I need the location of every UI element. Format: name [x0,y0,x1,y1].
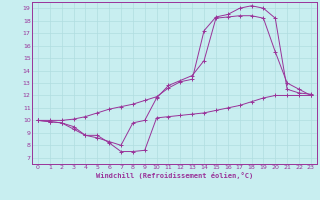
X-axis label: Windchill (Refroidissement éolien,°C): Windchill (Refroidissement éolien,°C) [96,172,253,179]
